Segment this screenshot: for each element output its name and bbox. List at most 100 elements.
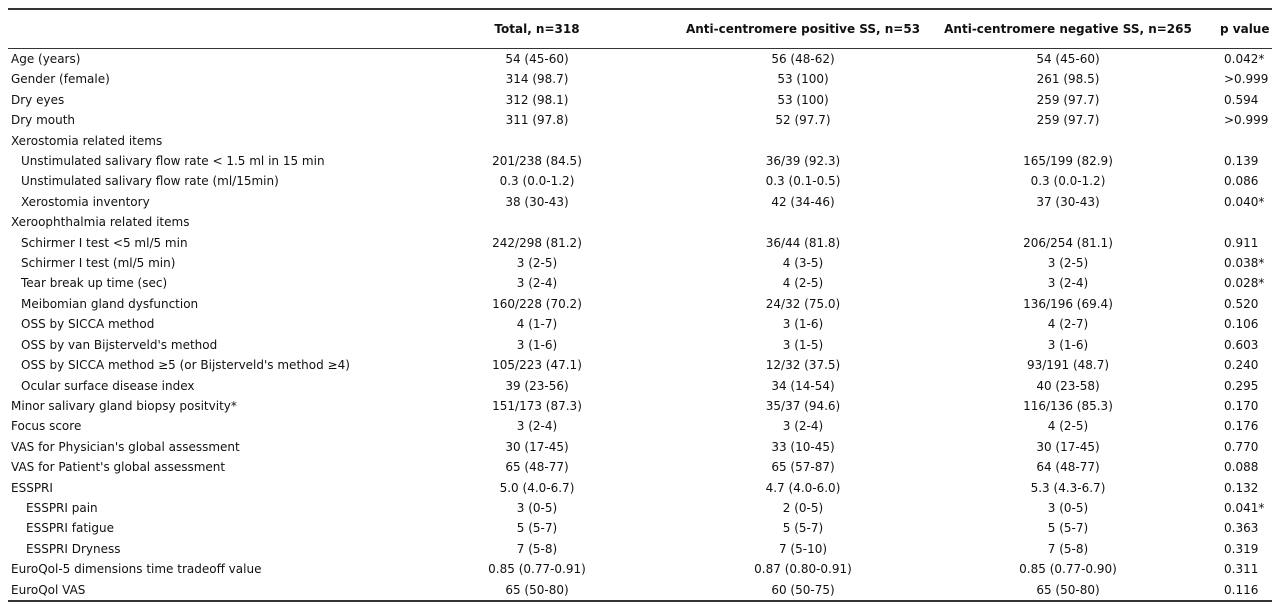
row-label: EuroQol VAS [11, 582, 86, 597]
table-row: Xerostomia related items [8, 131, 1272, 151]
row-label: Unstimulated salivary flow rate (ml/15mi… [21, 174, 279, 189]
table-cell: 3 (2-4) [516, 276, 558, 291]
table-cell: 65 (48-77) [505, 460, 569, 475]
table-cell: 259 (97.7) [1036, 92, 1100, 107]
table-cell: 36/44 (81.8) [765, 235, 841, 250]
table-cell: 38 (30-43) [505, 194, 569, 209]
table-cell: 2 (0-5) [782, 500, 824, 515]
table-row: Meibomian gland dysfunction 160/228 (70.2… [8, 294, 1272, 314]
table-cell: 3 (1-6) [516, 337, 558, 352]
table-cell: 0.040* [1224, 194, 1265, 209]
row-label: Xeroophthalmia related items [11, 215, 190, 230]
table-cell: 0.770 [1224, 439, 1259, 454]
table-row: VAS for Patient's global assessment 65 (4… [8, 457, 1272, 477]
table-cell: 160/228 (70.2) [492, 296, 582, 311]
table-cell: 0.088 [1224, 460, 1259, 475]
table-cell: 165/199 (82.9) [1023, 154, 1113, 169]
table-row: Tear break up time (sec) 3 (2-4) 4 (2-5) 3 … [8, 273, 1272, 293]
table-cell: 4 (3-5) [782, 256, 824, 271]
table-row: Schirmer I test (ml/5 min) 3 (2-5) 4 (3-5)… [8, 253, 1272, 273]
row-label: OSS by SICCA method ≥5 (or Bijsterveld's… [21, 358, 350, 373]
table-cell: 60 (50-75) [771, 582, 835, 597]
table-row: Xeroophthalmia related items [8, 212, 1272, 232]
table-row: Minor salivary gland biopsy positvity* 15… [8, 396, 1272, 416]
table-cell: 0.086 [1224, 174, 1259, 189]
table-cell: 4 (2-7) [1047, 317, 1089, 332]
row-label: EuroQol-5 dimensions time tradeoff value [11, 562, 262, 577]
table-row: Age (years) 54 (45-60) 56 (48-62) 54 (45-60… [8, 49, 1272, 70]
table-row: OSS by SICCA method ≥5 (or Bijsterveld's… [8, 355, 1272, 375]
table-cell: 64 (48-77) [1036, 460, 1100, 475]
table-cell: 40 (23-58) [1036, 378, 1100, 393]
table-cell: 4.7 (4.0-6.0) [765, 480, 841, 495]
table-cell: 30 (17-45) [505, 439, 569, 454]
header-cell: p value [1198, 9, 1272, 49]
page: Total, n=318 Anti-centromere positive SS,… [8, 8, 1272, 602]
table-cell [1198, 131, 1272, 151]
table-row: Unstimulated salivary flow rate < 1.5 ml… [8, 151, 1272, 171]
table-cell: 37 (30-43) [1036, 194, 1100, 209]
row-label: Xerostomia inventory [21, 194, 150, 209]
table-cell: 105/223 (47.1) [492, 358, 582, 373]
table-cell: 3 (1-5) [782, 337, 824, 352]
table-cell: 0.319 [1224, 541, 1259, 556]
table-cell: 0.170 [1224, 398, 1259, 413]
table-cell [938, 131, 1198, 151]
table-cell: 0.295 [1224, 378, 1259, 393]
table-cell: 0.85 (0.77-0.90) [1019, 562, 1117, 577]
row-label: Schirmer I test <5 ml/5 min [21, 235, 188, 250]
table-cell: 136/196 (69.4) [1023, 296, 1113, 311]
table-cell: 0.106 [1224, 317, 1259, 332]
table-row: OSS by SICCA method 4 (1-7) 3 (1-6) 4 (2-7)… [8, 314, 1272, 334]
table-cell: 4 (1-7) [516, 317, 558, 332]
table-cell: 0.311 [1224, 562, 1259, 577]
table-cell: 3 (1-6) [1047, 337, 1089, 352]
table-cell: 52 (97.7) [775, 113, 831, 128]
table-cell: 12/32 (37.5) [765, 358, 841, 373]
table-row: ESSPRI 5.0 (4.0-6.7) 4.7 (4.0-6.0) 5.3 (4.3… [8, 478, 1272, 498]
table-cell: 0.85 (0.77-0.91) [488, 562, 586, 577]
table-cell: 0.042* [1224, 52, 1265, 66]
row-label: VAS for Physician's global assessment [11, 439, 240, 454]
table-row: Dry eyes 312 (98.1) 53 (100) 259 (97.7) 0.59… [8, 90, 1272, 110]
table-cell [406, 131, 668, 151]
table-row: Focus score 3 (2-4) 3 (2-4) 4 (2-5) 0.176 [8, 416, 1272, 436]
table-row: Dry mouth 311 (97.8) 52 (97.7) 259 (97.7) >0… [8, 110, 1272, 130]
table-row: ESSPRI fatigue 5 (5-7) 5 (5-7) 5 (5-7) 0.363 [8, 518, 1272, 538]
header-cell: Total, n=318 [406, 9, 668, 49]
table-cell: 3 (0-5) [1047, 500, 1089, 515]
row-label: Meibomian gland dysfunction [21, 296, 199, 311]
row-label: Age (years) [11, 52, 81, 66]
table-cell: 116/136 (85.3) [1023, 398, 1113, 413]
header-cell: Anti-centromere positive SS, n=53 [668, 9, 938, 49]
table-cell: 0.3 (0.0-1.2) [1030, 174, 1106, 189]
row-label: OSS by van Bijsterveld's method [21, 337, 218, 352]
row-label: OSS by SICCA method [21, 317, 155, 332]
table-row: EuroQol-5 dimensions time tradeoff value… [8, 559, 1272, 579]
table-cell: 0.3 (0.0-1.2) [499, 174, 575, 189]
table-cell: 314 (98.7) [505, 72, 569, 87]
table-cell: 0.038* [1224, 256, 1265, 271]
table-cell: 3 (1-6) [782, 317, 824, 332]
table-cell: 42 (34-46) [771, 194, 835, 209]
row-label: Ocular surface disease index [21, 378, 195, 393]
row-label: Tear break up time (sec) [21, 276, 168, 291]
table-cell: 65 (50-80) [1036, 582, 1100, 597]
row-label: Dry mouth [11, 113, 76, 128]
table-cell: 3 (2-4) [1047, 276, 1089, 291]
table-cell: 30 (17-45) [1036, 439, 1100, 454]
table-cell: 54 (45-60) [505, 52, 569, 66]
table-cell: 39 (23-56) [505, 378, 569, 393]
table-cell: 151/173 (87.3) [492, 398, 582, 413]
table-cell: 0.176 [1224, 419, 1259, 434]
table-cell: 34 (14-54) [771, 378, 835, 393]
row-label: ESSPRI fatigue [26, 521, 114, 536]
table-cell [406, 212, 668, 232]
table-cell: 93/191 (48.7) [1026, 358, 1110, 373]
table-cell: 65 (57-87) [771, 460, 835, 475]
table-row: Gender (female) 314 (98.7) 53 (100) 261 (98… [8, 69, 1272, 89]
table-cell [668, 212, 938, 232]
table-cell: 4 (2-5) [1047, 419, 1089, 434]
table-cell: 35/37 (94.6) [765, 398, 841, 413]
table-cell: 5.3 (4.3-6.7) [1030, 480, 1106, 495]
